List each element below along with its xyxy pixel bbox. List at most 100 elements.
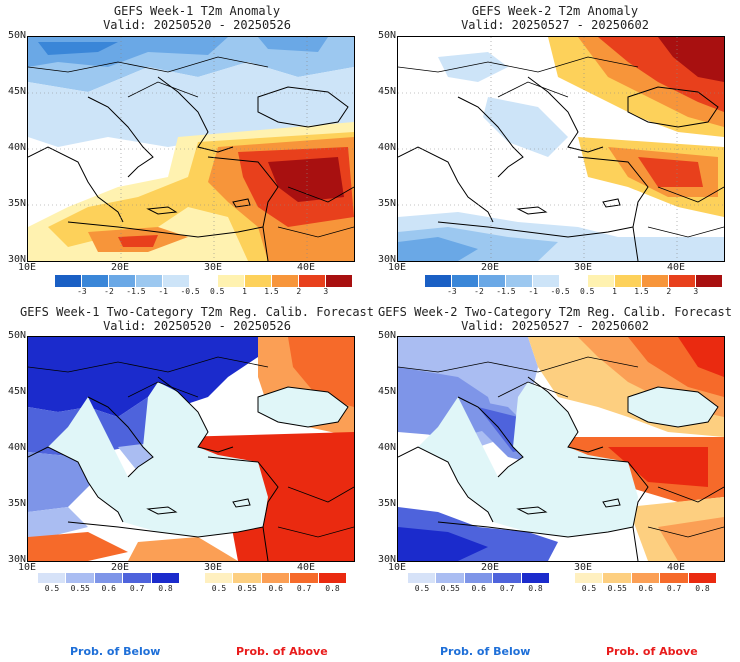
prob-below-label: Prob. of Below bbox=[70, 645, 161, 658]
colorbar-tick-label: 0.5 bbox=[44, 584, 60, 593]
colorbar-tick-label: 0.7 bbox=[499, 584, 515, 593]
colorbar-tick-label: 0.55 bbox=[440, 584, 460, 593]
colorbar-tick-label: 0.8 bbox=[528, 584, 543, 593]
lon-label: 30E bbox=[204, 262, 223, 273]
colorbar-tick-label: 0.6 bbox=[471, 584, 486, 593]
prob-above-colorbar-labels: 0.5 0.55 0.6 0.7 0.8 bbox=[205, 585, 347, 595]
lat-label: 45N bbox=[377, 86, 396, 97]
colorbar-tick-label: 0.8 bbox=[325, 584, 340, 593]
colorbar-tick-label: -1 bbox=[528, 287, 538, 296]
colorbar-tick-label: 0.6 bbox=[268, 584, 283, 593]
colorbar-swatch bbox=[109, 275, 137, 287]
colorbar-swatch bbox=[318, 573, 348, 583]
prob-below-colorbar-labels: 0.5 0.55 0.6 0.7 0.8 bbox=[408, 585, 550, 595]
colorbar-swatch bbox=[436, 573, 465, 583]
lat-label: 35N bbox=[377, 198, 396, 209]
prob-below-colorbar bbox=[38, 573, 181, 583]
anomaly-colorbar-labels: -3 -2 -1.5 -1 -0.5 0.5 1 1.5 2 3 bbox=[55, 288, 353, 298]
colorbar-tick-label: 0.55 bbox=[607, 584, 627, 593]
panel-week1-probability: GEFS Week-1 Two-Category T2m Reg. Calib.… bbox=[0, 300, 374, 662]
colorbar-tick-label: 0.5 bbox=[210, 287, 225, 296]
colorbar-tick-label: -0.5 bbox=[550, 287, 570, 296]
lat-label: 45N bbox=[377, 386, 396, 397]
panel-valid-dates: Valid: 20250520 - 20250526 bbox=[103, 319, 291, 333]
lon-label: 10E bbox=[18, 262, 37, 273]
lon-label: 20E bbox=[111, 262, 130, 273]
colorbar-tick-label: 0.5 bbox=[414, 584, 430, 593]
colorbar-swatch bbox=[290, 573, 319, 583]
colorbar-swatch bbox=[205, 573, 234, 583]
colorbar-tick-label: 0.5 bbox=[211, 584, 227, 593]
map-week2-probability[interactable] bbox=[397, 336, 725, 562]
lat-label: 50N bbox=[377, 30, 396, 41]
panel-week2-probability: GEFS Week-2 Two-Category T2m Reg. Calib.… bbox=[370, 300, 740, 662]
colorbar-swatch bbox=[641, 275, 669, 287]
prob-above-label: Prob. of Above bbox=[236, 645, 328, 658]
colorbar-swatch bbox=[603, 573, 632, 583]
panel-week2-anomaly: GEFS Week-2 T2m Anomaly Valid: 20250527 … bbox=[370, 0, 740, 300]
colorbar-swatch bbox=[233, 573, 262, 583]
panel-title: GEFS Week-2 T2m Anomaly bbox=[471, 4, 639, 18]
colorbar-swatch bbox=[66, 573, 95, 583]
prob-below-colorbar-labels: 0.5 0.55 0.6 0.7 0.8 bbox=[38, 585, 180, 595]
colorbar-swatch bbox=[261, 573, 291, 583]
colorbar-swatch bbox=[452, 275, 480, 287]
lon-label: 20E bbox=[481, 562, 500, 573]
lon-label: 10E bbox=[388, 562, 407, 573]
colorbar-swatch bbox=[660, 573, 689, 583]
lat-label: 35N bbox=[7, 498, 26, 509]
colorbar-swatch bbox=[55, 275, 83, 287]
prob-above-colorbar-labels: 0.5 0.55 0.6 0.7 0.8 bbox=[575, 585, 717, 595]
colorbar-tick-label: 2 bbox=[296, 287, 302, 296]
colorbar-tick-label: -1 bbox=[158, 287, 168, 296]
colorbar-swatch bbox=[244, 275, 272, 287]
panel-week1-anomaly: GEFS Week-1 T2m Anomaly Valid: 20250520 … bbox=[0, 0, 370, 300]
lon-label: 40E bbox=[297, 562, 316, 573]
colorbar-tick-label: 3 bbox=[693, 287, 699, 296]
colorbar-swatch bbox=[123, 573, 152, 583]
panel-valid-dates: Valid: 20250527 - 20250602 bbox=[461, 18, 649, 32]
prob-below-label: Prob. of Below bbox=[440, 645, 531, 658]
map-week1-anomaly[interactable] bbox=[27, 36, 355, 262]
panel-title: GEFS Week-1 Two-Category T2m Reg. Calib.… bbox=[19, 305, 374, 319]
colorbar-tick-label: 0.7 bbox=[129, 584, 145, 593]
panel-title: GEFS Week-1 T2m Anomaly bbox=[113, 4, 281, 18]
colorbar-tick-label: 0.8 bbox=[695, 584, 710, 593]
colorbar-swatch bbox=[688, 573, 718, 583]
colorbar-tick-label: -2 bbox=[104, 287, 114, 296]
anomaly-colorbar-labels: -3 -2 -1.5 -1 -0.5 0.5 1 1.5 2 3 bbox=[425, 288, 723, 298]
colorbar-swatch bbox=[408, 573, 437, 583]
lat-label: 45N bbox=[7, 386, 26, 397]
colorbar-tick-label: 0.7 bbox=[666, 584, 682, 593]
lon-label: 40E bbox=[667, 262, 686, 273]
lat-label: 40N bbox=[7, 142, 26, 153]
lat-label: 35N bbox=[7, 198, 26, 209]
colorbar-tick-label: -3 bbox=[77, 287, 87, 296]
colorbar-tick-label: 1.5 bbox=[634, 287, 649, 296]
colorbar-swatch bbox=[506, 275, 534, 287]
colorbar-swatch bbox=[82, 275, 110, 287]
map-week1-probability[interactable] bbox=[27, 336, 355, 562]
colorbar-tick-label: 0.7 bbox=[296, 584, 312, 593]
lon-label: 40E bbox=[297, 262, 316, 273]
colorbar-tick-label: 0.8 bbox=[158, 584, 173, 593]
prob-above-label: Prob. of Above bbox=[606, 645, 698, 658]
colorbar-swatch bbox=[614, 275, 642, 287]
colorbar-swatch bbox=[631, 573, 661, 583]
colorbar-swatch bbox=[668, 275, 696, 287]
lat-label: 50N bbox=[7, 330, 26, 341]
panel-title: GEFS Week-2 Two-Category T2m Reg. Calib.… bbox=[377, 305, 732, 319]
lon-label: 30E bbox=[574, 562, 593, 573]
colorbar-swatch bbox=[587, 275, 615, 287]
anomaly-colorbar bbox=[425, 275, 724, 287]
colorbar-tick-label: -3 bbox=[447, 287, 457, 296]
lon-label: 20E bbox=[111, 562, 130, 573]
lon-label: 10E bbox=[18, 562, 37, 573]
colorbar-swatch bbox=[560, 275, 588, 287]
colorbar-swatch bbox=[464, 573, 494, 583]
colorbar-swatch bbox=[217, 275, 245, 287]
colorbar-swatch bbox=[533, 275, 561, 287]
lat-label: 50N bbox=[7, 30, 26, 41]
prob-above-colorbar bbox=[575, 573, 718, 583]
map-week2-anomaly[interactable] bbox=[397, 36, 725, 262]
